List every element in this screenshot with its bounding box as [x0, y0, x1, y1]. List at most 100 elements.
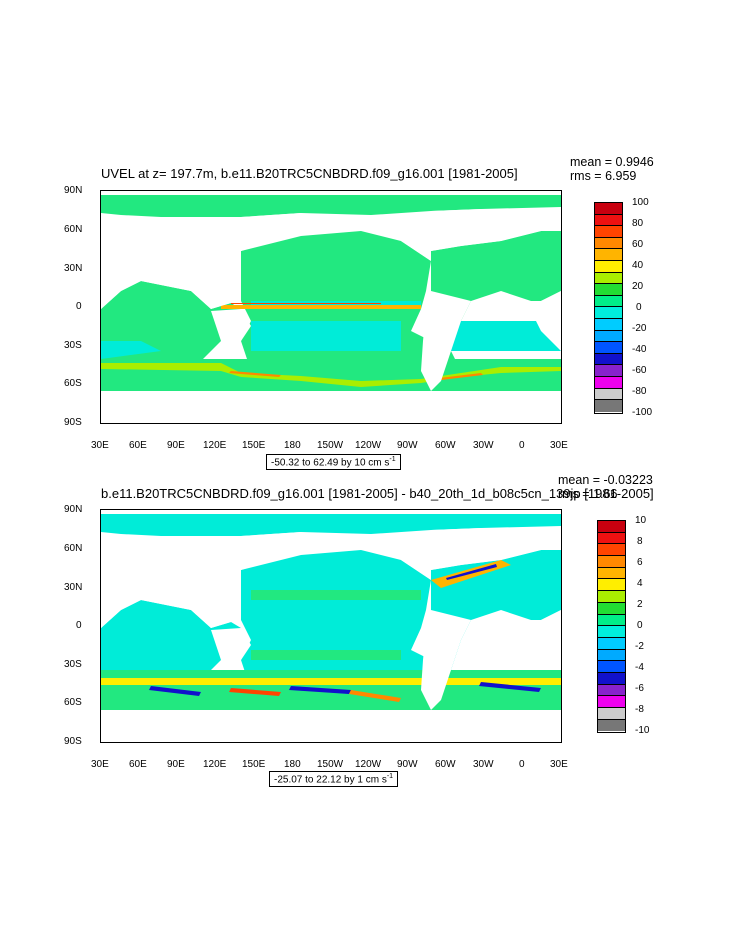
colorbar-swatch	[598, 567, 625, 580]
lon-label: 90W	[397, 440, 418, 451]
colorbar-swatch	[595, 330, 622, 343]
panel2-title: b.e11.B20TRC5CNBDRD.f09_g16.001 [1981-20…	[101, 486, 654, 501]
lat-label: 60S	[64, 697, 82, 708]
colorbar-swatch	[598, 708, 625, 720]
map-panel2	[100, 509, 562, 743]
lat-label: 90S	[64, 417, 82, 428]
colorbar-label: 0	[637, 620, 643, 631]
colorbar-swatch	[598, 614, 625, 627]
lat-label: 60N	[64, 224, 83, 235]
colorbar-swatch	[598, 719, 625, 732]
colorbar-panel1	[594, 202, 623, 414]
lon-label: 150W	[317, 759, 344, 770]
colorbar-label: -20	[632, 323, 647, 334]
panel1-mean: mean = 0.9946	[570, 155, 654, 169]
colorbar-swatch	[595, 249, 622, 261]
colorbar-swatch	[598, 532, 625, 545]
colorbar-label: 40	[632, 260, 644, 271]
lon-label: 60W	[435, 440, 456, 451]
lon-label: 30E	[91, 759, 109, 770]
colorbar-swatch	[595, 260, 622, 273]
colorbar-swatch	[598, 579, 625, 592]
colorbar-label: -60	[632, 365, 647, 376]
colorbar-panel2	[597, 520, 626, 733]
lat-label: 60N	[64, 543, 83, 554]
colorbar-swatch	[598, 637, 625, 650]
colorbar-label: -100	[632, 407, 653, 418]
panel1-rms: rms = 6.959	[570, 169, 637, 183]
lat-label: 0	[76, 620, 82, 631]
colorbar-swatch	[595, 237, 622, 250]
lat-label: 90N	[64, 504, 83, 515]
colorbar-label: -4	[635, 662, 644, 673]
range-box-panel2: -25.07 to 22.12 by 1 cm s-1	[269, 771, 399, 788]
colorbar-swatch	[598, 672, 625, 685]
colorbar-label: -6	[635, 683, 644, 694]
map-panel2-field	[101, 510, 561, 742]
colorbar-swatch	[595, 226, 622, 238]
colorbar-swatch	[598, 602, 625, 615]
colorbar-swatch	[595, 353, 622, 366]
lon-label: 120W	[355, 759, 382, 770]
lon-label: 150W	[317, 440, 344, 451]
lat-label: 30S	[64, 659, 82, 670]
lon-label: 180	[284, 440, 301, 451]
lon-label: 60W	[435, 759, 456, 770]
colorbar-swatch	[598, 661, 625, 673]
colorbar-swatch	[598, 626, 625, 638]
lat-label: 30N	[64, 582, 83, 593]
map-panel1	[100, 190, 562, 424]
colorbar-label: -80	[632, 386, 647, 397]
colorbar-label: 4	[637, 578, 643, 589]
lat-label: 90N	[64, 185, 83, 196]
lon-label: 150E	[242, 440, 266, 451]
range-unit-exp-panel1: -1	[389, 456, 396, 463]
colorbar-swatch	[598, 684, 625, 697]
colorbar-label: -8	[635, 704, 644, 715]
range-unit-exp-panel2: -1	[386, 773, 394, 780]
colorbar-label: 6	[637, 557, 643, 568]
range-box-panel1: -50.32 to 62.49 by 10 cm s-1	[266, 454, 401, 471]
range-text-panel1: -50.32 to 62.49 by 10 cm s	[271, 457, 390, 469]
colorbar-label: -2	[635, 641, 644, 652]
colorbar-swatch	[595, 388, 622, 401]
colorbar-swatch	[595, 307, 622, 319]
colorbar-label: 8	[637, 536, 643, 547]
lon-label: 30W	[473, 440, 494, 451]
colorbar-label: 100	[632, 197, 649, 208]
colorbar-swatch	[595, 284, 622, 296]
lon-label: 120E	[203, 440, 227, 451]
colorbar-swatch	[598, 556, 625, 568]
lon-label: 60E	[129, 440, 147, 451]
colorbar-label: -40	[632, 344, 647, 355]
panel2-rms: rms = 1.66	[558, 487, 618, 501]
colorbar-label: 20	[632, 281, 644, 292]
lon-label: 90E	[167, 759, 185, 770]
colorbar-label: 80	[632, 218, 644, 229]
colorbar-swatch	[595, 318, 622, 331]
colorbar-swatch	[598, 649, 625, 662]
lon-label: 120E	[203, 759, 227, 770]
lat-label: 60S	[64, 378, 82, 389]
colorbar-swatch	[595, 272, 622, 285]
lon-label: 30E	[91, 440, 109, 451]
lon-label: 180	[284, 759, 301, 770]
lon-label: 0	[519, 759, 525, 770]
lon-label: 30W	[473, 759, 494, 770]
lon-label: 30E	[550, 440, 568, 451]
colorbar-swatch	[598, 591, 625, 603]
lon-label: 150E	[242, 759, 266, 770]
colorbar-swatch	[595, 400, 622, 412]
colorbar-label: 60	[632, 239, 644, 250]
range-text-panel2: -25.07 to 22.12 by 1 cm s	[274, 774, 387, 786]
colorbar-label: 0	[636, 302, 642, 313]
colorbar-swatch	[595, 365, 622, 377]
lon-label: 60E	[129, 759, 147, 770]
panel1-title: UVEL at z= 197.7m, b.e11.B20TRC5CNBDRD.f…	[101, 166, 518, 181]
colorbar-label: 2	[637, 599, 643, 610]
lat-label: 90S	[64, 736, 82, 747]
colorbar-swatch	[595, 295, 622, 308]
colorbar-swatch	[595, 214, 622, 227]
lon-label: 30E	[550, 759, 568, 770]
lat-label: 30N	[64, 263, 83, 274]
